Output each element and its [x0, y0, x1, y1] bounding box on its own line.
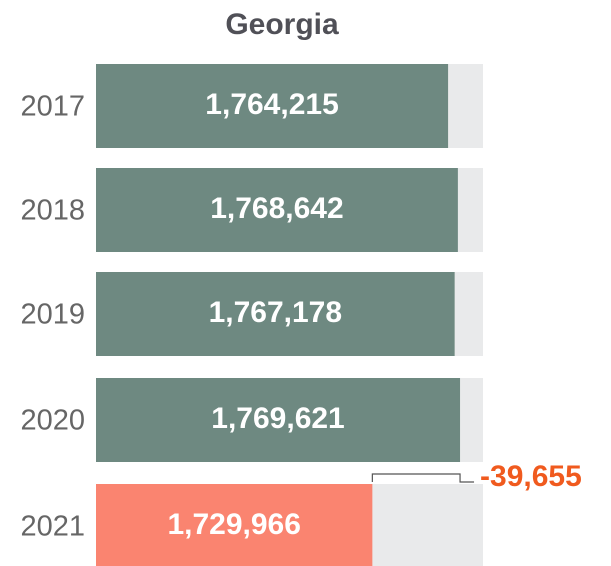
- category-label: 2018: [20, 195, 85, 227]
- bar: [96, 484, 373, 566]
- bar: [96, 168, 458, 252]
- category-label: 2020: [20, 405, 85, 437]
- value-label: 1,768,642: [210, 192, 343, 225]
- chart-title: Georgia: [225, 8, 339, 41]
- difference-label: -39,655: [480, 460, 582, 493]
- bar: [96, 378, 461, 462]
- category-label: 2017: [20, 91, 85, 123]
- value-label: 1,729,966: [167, 508, 300, 541]
- difference-bracket: [371, 473, 475, 483]
- bar: [96, 272, 455, 356]
- value-label: 1,767,178: [209, 296, 342, 329]
- bar: [96, 64, 449, 148]
- category-label: 2021: [20, 511, 85, 543]
- value-label: 1,764,215: [205, 88, 338, 121]
- value-label: 1,769,621: [211, 402, 344, 435]
- category-label: 2019: [20, 299, 85, 331]
